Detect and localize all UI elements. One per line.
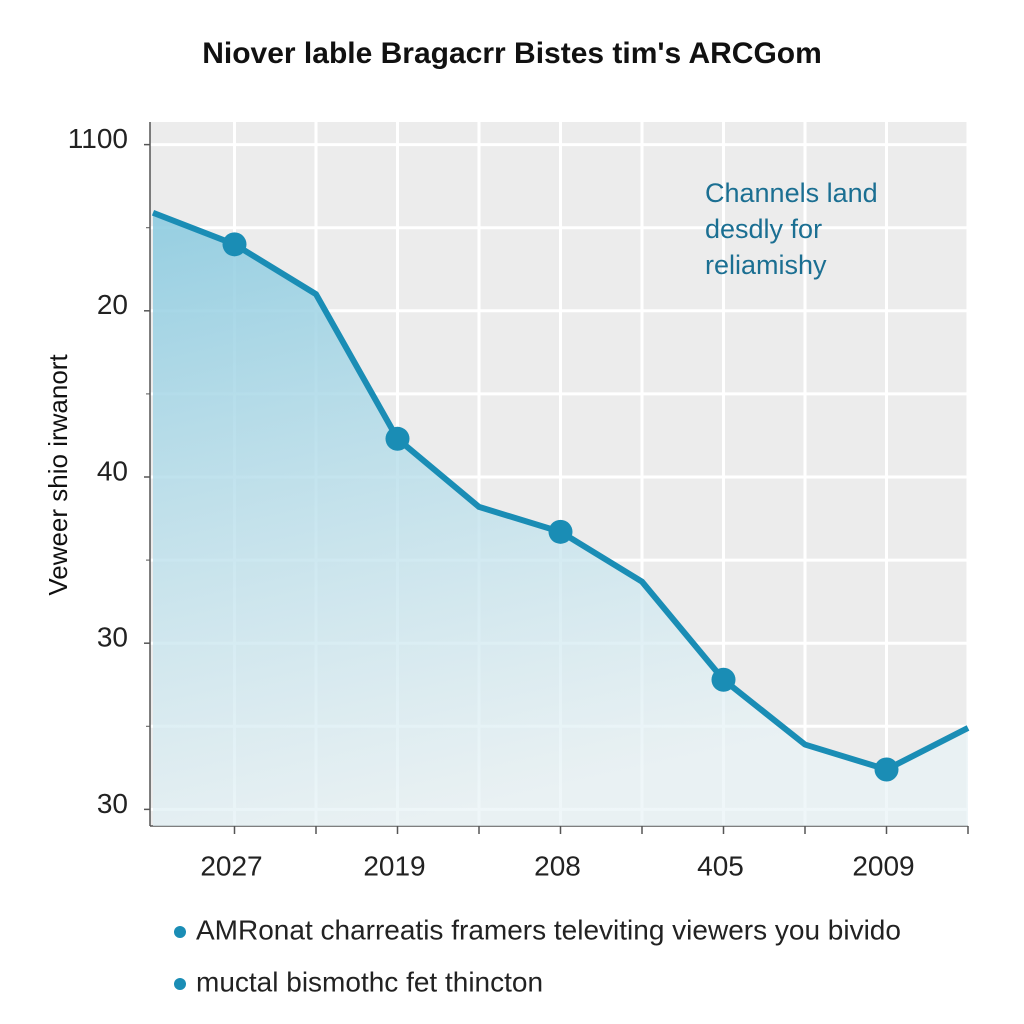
y-axis-label: Veweer shio irwanort bbox=[43, 354, 73, 596]
note: muctal bismothc fet thincton bbox=[196, 966, 543, 997]
point-marker bbox=[548, 519, 573, 544]
area bbox=[153, 212, 968, 826]
plot: 30 30 40 20 1100 2027 2019 208 405 2009 Channels l… bbox=[68, 122, 970, 997]
x-tick-label: 2027 bbox=[200, 850, 262, 881]
x-tick-label: 2019 bbox=[363, 850, 425, 881]
y-tick-label: 40 bbox=[97, 455, 128, 486]
point-marker bbox=[385, 426, 410, 451]
chart-title: Niover lable Bragacrr Bistes tim's ARCGo… bbox=[202, 37, 822, 70]
point-marker bbox=[222, 232, 247, 257]
note: AMRonat charreatis framers televiting vi… bbox=[196, 914, 901, 945]
annotation-line: desdly for bbox=[705, 214, 822, 244]
note-bullet bbox=[174, 978, 186, 990]
x-tick-label: 405 bbox=[697, 850, 744, 881]
annotation: Channels land desdly for reliamishy bbox=[705, 178, 878, 280]
x-tick-label: 2009 bbox=[852, 850, 914, 881]
point-marker bbox=[711, 667, 736, 692]
annotation-line: Channels land bbox=[705, 178, 878, 208]
y-tick-label: 1100 bbox=[68, 123, 128, 154]
y-tick-label: 30 bbox=[97, 788, 128, 819]
point-marker bbox=[874, 757, 899, 782]
y-tick-label: 20 bbox=[97, 289, 128, 320]
y-tick-label: 30 bbox=[97, 622, 128, 653]
x-tick-label: 208 bbox=[534, 850, 581, 881]
note-bullet bbox=[174, 926, 186, 938]
annotation-line: reliamishy bbox=[705, 250, 827, 280]
